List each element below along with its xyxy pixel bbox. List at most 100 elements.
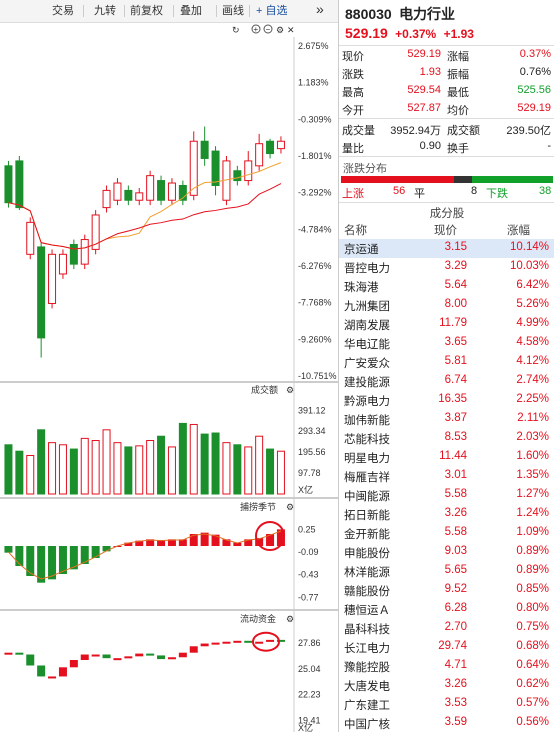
stat-value: -	[547, 140, 551, 152]
zoom-in-icon[interactable]	[251, 24, 261, 34]
constituent-row[interactable]: 晋控电力 3.29 10.03%	[339, 258, 554, 277]
indicator-bar	[276, 529, 285, 546]
constituent-row[interactable]: 珈伟新能 3.87 2.11%	[339, 410, 554, 429]
price-tick-label: -1.801%	[298, 151, 332, 161]
stat-row: 今开 527.87 均价 529.19	[339, 100, 554, 118]
volume-bar	[58, 444, 67, 495]
constituent-row[interactable]: 中闽能源 5.58 1.27%	[339, 486, 554, 505]
constituent-row[interactable]: 晶科科技 2.70 0.75%	[339, 619, 554, 638]
indicator-bar	[124, 542, 133, 546]
constituent-row[interactable]: 中国广核 3.59 0.56%	[339, 714, 554, 733]
volume-settings-icon[interactable]: ⚙	[286, 385, 294, 395]
price-tick-label: -0.309%	[298, 114, 332, 124]
add-watchlist-button[interactable]: + 自选	[256, 5, 288, 17]
stock-change: 5.26%	[516, 298, 549, 310]
trade-button[interactable]: 交易	[52, 5, 74, 17]
stock-price: 3.15	[444, 241, 467, 253]
constituent-row[interactable]: 穗恒运Ａ 6.28 0.80%	[339, 600, 554, 619]
highlight-circle	[255, 521, 285, 551]
stock-change: 10.03%	[509, 260, 549, 272]
indicator-settings-icon[interactable]: ⚙	[286, 502, 294, 512]
constituent-row[interactable]: 湖南发展 11.79 4.99%	[339, 315, 554, 334]
stock-name: 穗恒运Ａ	[344, 605, 390, 617]
stock-price: 6.28	[444, 602, 467, 614]
stock-name: 大唐发电	[344, 681, 390, 693]
price-tick-label: -6.276%	[298, 261, 332, 271]
stock-name: 中闽能源	[344, 491, 390, 503]
svg-text:+: +	[254, 25, 259, 34]
constituent-row[interactable]: 金开新能 5.58 1.09%	[339, 524, 554, 543]
draw-line-button[interactable]: 画线	[222, 5, 244, 17]
col-price[interactable]: 现价	[434, 225, 457, 237]
constituent-row[interactable]: 珠海港 5.64 6.42%	[339, 277, 554, 296]
volume-tick-label: 391.12	[298, 405, 326, 415]
constituent-row[interactable]: 京运通 3.15 10.14%	[339, 239, 554, 258]
stat-label: 现价	[342, 51, 364, 63]
constituent-row[interactable]: 赣能股份 9.52 0.85%	[339, 581, 554, 600]
moving-averages	[8, 162, 282, 250]
toolbar-divider	[124, 5, 125, 17]
price-tick-label: 2.675%	[298, 41, 329, 51]
constituent-row[interactable]: 芯能科技 8.53 2.03%	[339, 429, 554, 448]
volume-bar	[189, 423, 198, 495]
chart-control-icons[interactable]: ↻ + − ⚙ ✕	[232, 24, 295, 35]
indicator-bar	[157, 540, 166, 546]
indicator-bar	[233, 542, 242, 546]
up-label: 上涨	[342, 188, 364, 200]
stock-name: 建投能源	[344, 377, 390, 389]
indicator-bar	[37, 546, 46, 583]
nine-turn-button[interactable]: 九转	[94, 5, 116, 17]
constituent-row[interactable]: 黔源电力 16.35 2.25%	[339, 391, 554, 410]
stock-change: 2.11%	[517, 412, 549, 424]
forward-adjust-button[interactable]: 前复权	[130, 5, 163, 17]
constituent-row[interactable]: 建投能源 6.74 2.74%	[339, 372, 554, 391]
close-icon[interactable]: ✕	[287, 25, 295, 35]
kline-chart[interactable]: ↻ + − ⚙ ✕ 2.675% 1.183% -0.309% -1.801% -3.2…	[0, 22, 338, 732]
constituent-row[interactable]: 九洲集团 8.00 5.26%	[339, 296, 554, 315]
stat-label: 振幅	[447, 69, 469, 81]
constituent-row[interactable]: 广安爱众 5.81 4.12%	[339, 353, 554, 372]
volume-bars	[4, 422, 285, 495]
col-change[interactable]: 涨幅	[507, 225, 530, 237]
constituent-row[interactable]: 梅雁吉祥 3.01 1.35%	[339, 467, 554, 486]
flow-mark	[26, 654, 35, 666]
indicator-tick-label: -0.43	[298, 570, 319, 580]
flow-mark	[48, 676, 57, 679]
overlay-button[interactable]: 叠加	[180, 5, 202, 17]
candle	[102, 189, 111, 209]
constituent-row[interactable]: 大唐发电 3.26 0.62%	[339, 676, 554, 695]
indicator-bar	[189, 534, 198, 546]
constituent-row[interactable]: 拓日新能 3.26 1.24%	[339, 505, 554, 524]
indicator-bar	[135, 540, 144, 546]
stock-name: 珈伟新能	[344, 415, 390, 427]
constituent-row[interactable]: 申能股份 9.03 0.89%	[339, 543, 554, 562]
flow-settings-icon[interactable]: ⚙	[286, 614, 294, 624]
constituent-row[interactable]: 明星电力 11.44 1.60%	[339, 448, 554, 467]
stat-label: 最低	[447, 87, 469, 99]
stock-price: 3.26	[444, 678, 467, 690]
refresh-icon[interactable]: ↻	[232, 25, 240, 35]
constituent-row[interactable]: 豫能控股 4.71 0.64%	[339, 657, 554, 676]
stock-price: 3.29	[444, 260, 467, 272]
constituent-row[interactable]: 林洋能源 5.65 0.89%	[339, 562, 554, 581]
distribution-bar	[341, 176, 553, 183]
indicator-bar	[255, 538, 264, 546]
stat-label: 成交量	[342, 125, 375, 137]
constituent-row[interactable]: 长江电力 29.74 0.68%	[339, 638, 554, 657]
candle	[4, 165, 13, 204]
candle	[146, 175, 155, 201]
settings-gear-icon[interactable]: ⚙	[276, 25, 284, 35]
stock-name: 晶科科技	[344, 624, 390, 636]
volume-bar	[167, 446, 176, 495]
flow-mark	[4, 652, 13, 655]
zoom-out-icon[interactable]	[263, 24, 273, 34]
constituent-row[interactable]: 广东建工 3.53 0.57%	[339, 695, 554, 714]
more-chevron-icon[interactable]: »	[316, 1, 324, 17]
stock-name: 京运通	[344, 244, 379, 256]
constituent-row[interactable]: 华电辽能 3.65 4.58%	[339, 334, 554, 353]
candle	[189, 140, 198, 196]
distribution-title: 涨跌分布	[343, 163, 387, 175]
indicator-bar	[211, 534, 220, 546]
col-name[interactable]: 名称	[344, 225, 367, 237]
